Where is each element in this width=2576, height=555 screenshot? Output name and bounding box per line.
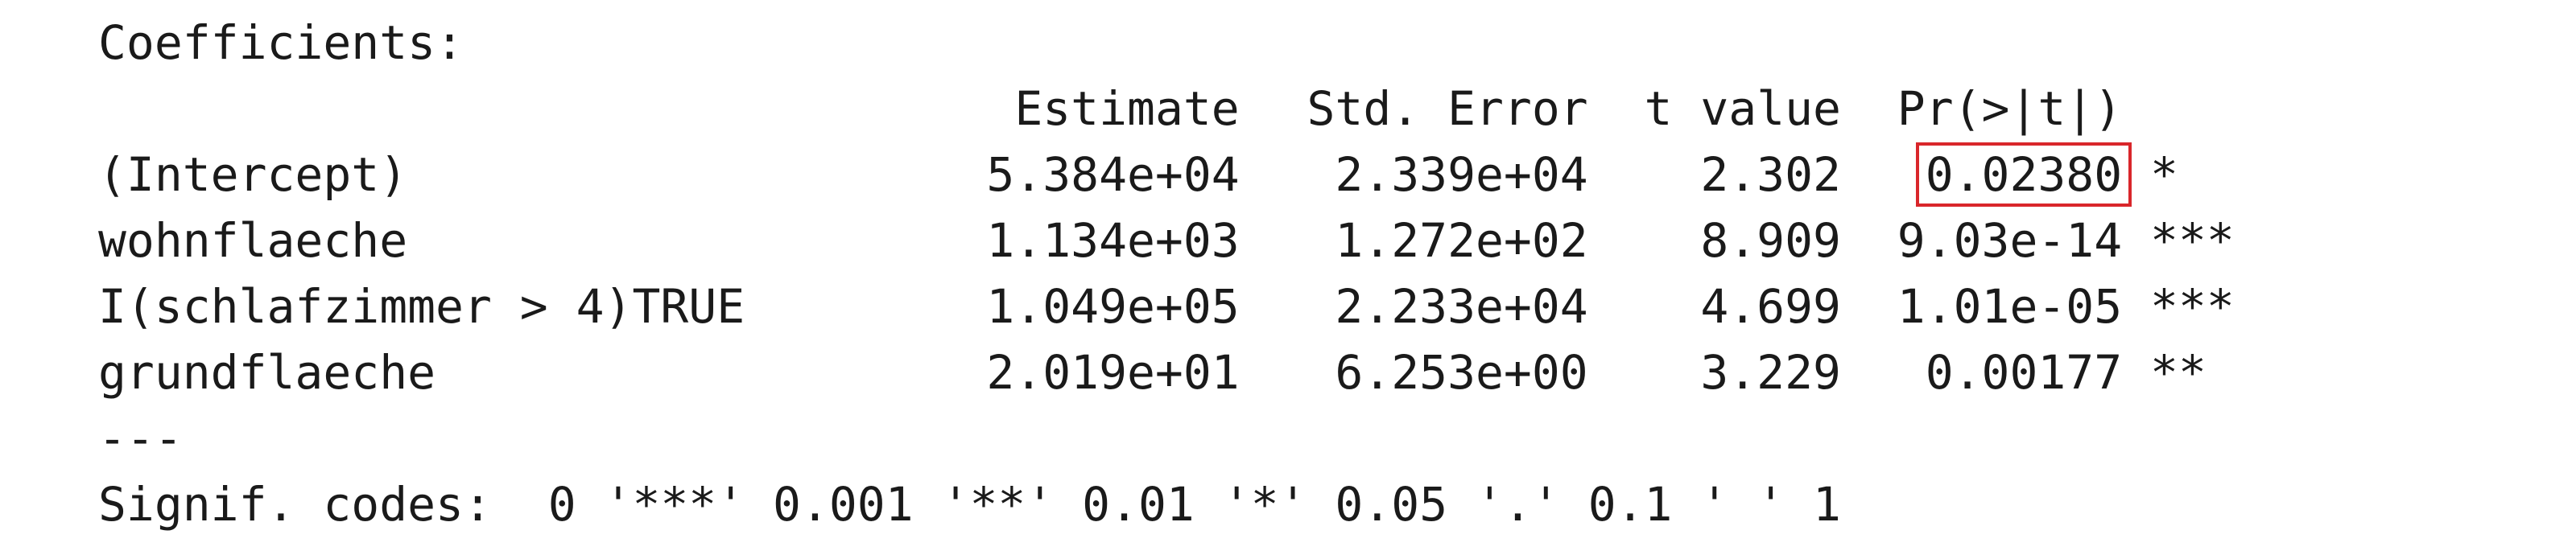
table-header: Estimate Std. Error t value Pr(>|t|) [98,76,2263,142]
table-row: wohnflaeche 1.134e+03 1.272e+02 8.909 9.03e-… [98,208,2263,273]
row-estimate: 1.049e+05 [986,279,1240,334]
row-std-error: 2.339e+04 [1335,147,1588,202]
row-t-value: 8.909 [1700,213,1841,268]
table-row: I(schlafzimmer > 4)TRUE 1.049e+05 2.233e+0… [98,273,2263,339]
row-name: I(schlafzimmer > 4)TRUE [98,279,745,334]
table-row: (Intercept) 5.384e+04 2.339e+04 2.302 0.0238… [98,142,2263,208]
row-name: wohnflaeche [98,213,408,268]
row-estimate: 1.134e+03 [986,213,1240,268]
row-std-error: 6.253e+00 [1335,345,1588,400]
row-estimate: 2.019e+01 [986,345,1240,400]
row-signif: ** [2150,345,2207,400]
header-estimate: Estimate [1014,81,1240,136]
row-t-value: 2.302 [1700,147,1841,202]
row-name: grundflaeche [98,345,436,400]
header-p-value: Pr(>|t|) [1897,81,2123,136]
row-p-value: 1.01e-05 [1897,279,2123,334]
row-p-value: 0.02380 [1841,142,2132,208]
row-signif: *** [2150,279,2235,334]
row-std-error: 1.272e+02 [1335,213,1588,268]
highlighted-p-value: 0.02380 [1915,142,2132,207]
row-signif: * [2150,147,2178,202]
regression-output: Coefficients: Estimate Std. Error t value P… [98,10,2263,537]
section-title: Coefficients: [98,15,464,70]
row-p-value: 0.00177 [1925,345,2123,400]
table-row: grundflaeche 2.019e+01 6.253e+00 3.229 0.001… [98,339,2263,405]
row-p-value: 9.03e-14 [1897,213,2123,268]
separator-line: --- [98,411,183,466]
row-name: (Intercept) [98,147,408,202]
signif-codes-legend: Signif. codes: 0 '***' 0.001 '**' 0.01 '… [98,477,1841,532]
row-t-value: 4.699 [1700,279,1841,334]
row-signif: *** [2150,213,2235,268]
row-estimate: 5.384e+04 [986,147,1240,202]
row-std-error: 2.233e+04 [1335,279,1588,334]
header-std-error: Std. Error [1307,81,1588,136]
row-t-value: 3.229 [1700,345,1841,400]
header-t-value: t value [1644,81,1841,136]
